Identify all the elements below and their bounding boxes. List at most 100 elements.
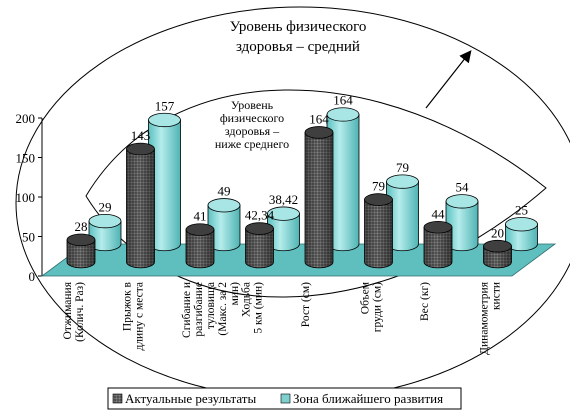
x-category-label: Рост (см) [300, 282, 312, 327]
y-tick-label: 50 [22, 230, 35, 245]
y-tick-label: 150 [16, 151, 36, 166]
category-line: (Макс. за 2 [217, 282, 229, 336]
inner-level-line-1: Уровень [231, 98, 274, 112]
bar-zone [445, 194, 479, 252]
category-line: Рост (см) [300, 282, 312, 327]
y-tick-label: 100 [16, 190, 36, 205]
outer-level-line-1: Уровень физического [230, 19, 367, 35]
inner-level-line-4: ниже среднего [215, 137, 289, 151]
category-line: Динамометрия [479, 281, 491, 355]
bar-zone [207, 198, 241, 252]
value-label-zone: 164 [333, 93, 353, 108]
category-line: Объем [360, 281, 372, 314]
category-line: 5 км (мин) [253, 282, 265, 334]
x-category-label: Вес (кг) [419, 282, 431, 321]
legend-label-zone: Зона ближайшего развития [293, 391, 443, 406]
category-line: длину с места [134, 282, 146, 351]
bar-actual [423, 220, 453, 269]
bar-zone [267, 206, 300, 252]
x-category-label: Ходьба 5 км (мин) [241, 282, 265, 334]
bar-actual [66, 233, 96, 269]
category-line: Ходьба [241, 282, 253, 317]
value-label-actual: 44 [432, 206, 446, 221]
category-line: разгибание [193, 282, 205, 337]
category-line: Отжимания [62, 281, 74, 339]
value-label-zone: 54 [456, 180, 470, 195]
inner-level-line-2: физического [220, 111, 284, 125]
bar-top [88, 213, 122, 229]
bar-actual [185, 223, 215, 269]
inner-level-line-3: здоровья – [225, 124, 280, 138]
bars [66, 107, 538, 269]
outer-level-label: Уровень физического здоровья – средний [230, 19, 367, 55]
bar-zone [148, 112, 181, 252]
bar-top [326, 107, 360, 122]
x-category-label: Отжимания (Колич. Раз) [62, 281, 86, 342]
bar-top [505, 217, 538, 232]
value-label-actual: 164 [309, 112, 329, 127]
bar-shading [67, 239, 95, 268]
value-label-actual: 42,34 [245, 208, 275, 223]
value-label-zone: 38,42 [269, 192, 298, 207]
bar-zone [386, 174, 419, 252]
category-line: (Колич. Раз) [74, 282, 86, 342]
bar-shading [245, 228, 274, 268]
bar-actual [364, 193, 393, 269]
bar-top [66, 233, 96, 247]
bar-shading [305, 132, 333, 268]
category-line: груди (см) [372, 282, 384, 332]
category-line: Прыжок в [122, 281, 134, 331]
bar-top [245, 222, 274, 235]
outer-level-line-2: здоровья – средний [236, 39, 360, 55]
y-tick-label: 200 [16, 111, 36, 126]
x-category-labels: Отжимания (Колич. Раз) Прыжок в длину с мес… [62, 281, 503, 355]
bar-shading [364, 199, 393, 268]
legend-swatch-actual [112, 393, 123, 404]
category-line: кисти [491, 282, 503, 310]
bar-top [148, 112, 181, 128]
bar-actual [304, 126, 334, 269]
category-line: мин) [229, 282, 241, 306]
x-category-label: Прыжок в длину с места [122, 281, 146, 350]
x-category-label: Объем груди (см) [360, 281, 384, 332]
bar-top [386, 174, 419, 189]
bar-shading [424, 227, 452, 268]
bar-top [423, 220, 453, 234]
y-axis: 0 50 100 150 200 [16, 111, 43, 284]
value-label-zone: 79 [396, 160, 409, 175]
value-label-actual: 143 [131, 128, 151, 143]
value-label-actual: 28 [75, 219, 88, 234]
value-label-zone: 29 [99, 199, 112, 214]
legend-swatch-zone [280, 393, 291, 404]
value-label-zone: 49 [218, 184, 231, 199]
category-line: туловища [205, 282, 217, 329]
inner-level-lens [85, 89, 547, 298]
value-label-zone: 25 [515, 203, 528, 218]
legend: Актуальные результаты Зона ближайшего ра… [107, 387, 462, 410]
value-label-actual: 41 [194, 209, 207, 224]
bar-top [445, 194, 479, 209]
bar-zone [88, 213, 122, 252]
bar-actual [245, 222, 274, 269]
legend-label-actual: Актуальные результаты [125, 391, 256, 406]
category-line: Вес (кг) [419, 282, 431, 321]
x-category-label: Динамометрия кисти [479, 281, 503, 355]
value-label-actual: 20 [491, 225, 504, 240]
bar-top [207, 198, 241, 213]
level-arrow [425, 50, 472, 109]
bar-top [364, 193, 393, 206]
bar-top [483, 239, 512, 253]
bar-shading [126, 149, 155, 268]
bar-actual [483, 239, 512, 269]
bar-top [304, 126, 334, 139]
y-tick-label: 0 [29, 269, 36, 284]
bar-top [185, 223, 215, 236]
inner-level-label: Уровень физического здоровья – ниже сред… [215, 98, 289, 151]
bar-shading [186, 229, 215, 268]
bar-top [267, 206, 300, 221]
value-label-zone: 157 [155, 98, 175, 113]
bar-actual [126, 142, 155, 269]
bar-top [126, 142, 155, 156]
